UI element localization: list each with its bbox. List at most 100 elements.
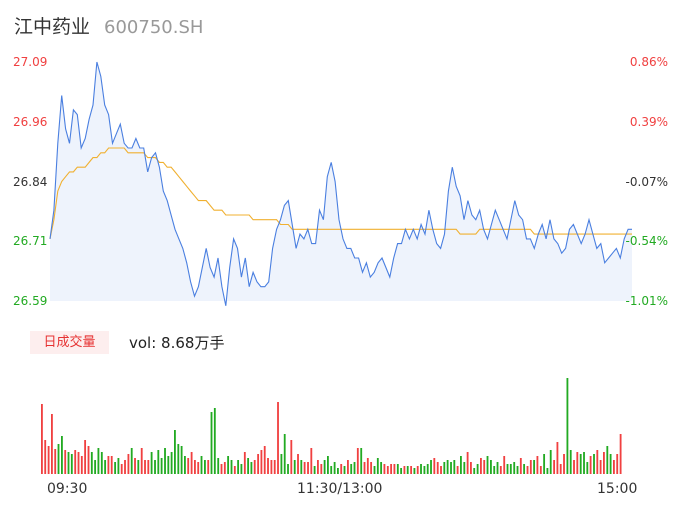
volume-bar [180,446,183,474]
volume-bar [194,460,196,474]
volume-bar [277,402,279,474]
volume-bar [147,460,150,474]
volume-bar [453,460,456,474]
volume-bar [506,464,509,474]
volume-bar [619,434,622,474]
volume-bar [227,456,230,474]
volume-bar [257,454,260,474]
volume-bar [593,454,595,474]
volume-bar [67,452,70,474]
stock-code: 600750.SH [104,17,204,38]
volume-bar [290,440,293,474]
volume-bar [330,466,333,474]
volume-bar [64,450,67,474]
volume-bar [536,456,539,474]
volume-bar [566,378,569,474]
volume-bar [576,452,579,474]
volume-bar [287,464,289,474]
volume-bar [51,414,53,474]
volume-bar [140,448,143,474]
volume-bar [509,464,512,474]
volume-bar [293,460,296,474]
volume-bar [61,436,63,474]
volume-bar [513,462,516,474]
volume-bar [539,466,542,474]
stock-name: 江中药业 [14,16,91,38]
volume-bar [466,452,469,474]
volume-bar [579,454,582,474]
volume-bar [410,466,413,474]
volume-bar [104,460,107,474]
y-left-tick-label: 26.84 [13,175,48,189]
volume-bar [480,458,482,474]
volume-bar [197,462,200,474]
volume-bar [446,460,449,474]
volume-bar [41,404,43,474]
volume-bar [84,440,87,474]
volume-bar [556,442,559,474]
volume-bar [223,462,226,474]
volume-bar [463,462,466,474]
volume-bar [124,460,126,474]
volume-bar [207,460,210,474]
volume-bar [70,454,73,474]
volume-bar [87,446,90,474]
volume-bar [456,466,459,474]
volume-bar [204,460,206,474]
volume-tag[interactable]: 日成交量 [30,331,109,354]
volume-bar [273,460,276,474]
y-right-tick-label: -1.01% [625,294,668,308]
volume-bar [599,460,602,474]
volume-bar [340,464,343,474]
volume-bar [493,466,496,474]
y-right-tick-label: -0.07% [625,175,668,189]
volume-bar [243,452,246,474]
volume-value: vol: 8.68万手 [129,334,225,352]
volume-bar [616,454,619,474]
volume-bar [90,452,93,474]
volume-bar [184,456,186,474]
volume-bar [606,446,609,474]
volume-bar [144,460,146,474]
volume-bar [516,466,519,474]
volume-bar [390,464,393,474]
volume-bar [220,464,223,474]
volume-bar [170,452,173,474]
volume-bar [499,466,502,474]
volume-bar [100,452,103,474]
volume-bar [127,454,130,474]
y-right-tick-label: 0.86% [629,55,668,69]
y-left-tick-label: 27.09 [13,55,48,69]
volume-bar [393,464,396,474]
volume-bar [406,466,409,474]
y-left-tick-label: 26.71 [13,234,48,248]
volume-bar [240,464,243,474]
volume-bar [137,460,140,474]
volume-bar [174,430,176,474]
volume-bar [350,464,353,474]
volume-bar [150,452,153,474]
volume-bar [559,464,562,474]
volume-bar [589,456,592,474]
volume-bar [413,468,416,474]
volume-bar [230,460,233,474]
header: 江中药业 600750.SH [14,12,203,40]
price-area [50,62,632,306]
y-right-tick-label: -0.54% [625,234,668,248]
volume-bar [270,460,273,474]
volume-bar [473,468,476,474]
volume-bar [529,460,532,474]
y-right-tick-label: 0.39% [629,115,668,129]
volume-bar [366,458,369,474]
volume-bar [543,454,546,474]
volume-bar [403,466,406,474]
volume-bar [320,464,323,474]
volume-bar [317,460,319,474]
volume-bar [157,450,160,474]
y-left-tick-label: 26.59 [13,294,48,308]
volume-bar [327,456,329,474]
x-tick-label: 11:30/13:00 [297,481,383,497]
volume-bar [583,452,585,474]
volume-bar [430,460,432,474]
volume-bar [483,460,486,474]
